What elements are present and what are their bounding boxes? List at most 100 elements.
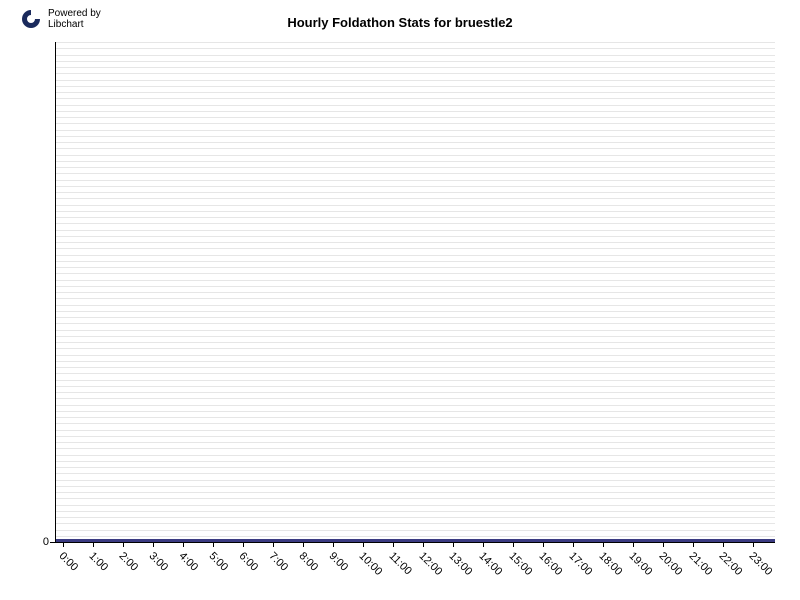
gridline-horizontal: [55, 423, 775, 424]
x-tick-mark: [63, 542, 64, 547]
x-tick-mark: [123, 542, 124, 547]
gridline-horizontal: [55, 323, 775, 324]
y-axis-line: [55, 42, 56, 542]
x-tick-mark: [213, 542, 214, 547]
gridline-horizontal: [55, 473, 775, 474]
x-tick-mark: [333, 542, 334, 547]
x-tick-label: 14:00: [476, 550, 504, 578]
gridline-horizontal: [55, 292, 775, 293]
gridline-horizontal: [55, 286, 775, 287]
x-tick-label: 12:00: [416, 550, 444, 578]
gridline-horizontal: [55, 267, 775, 268]
x-tick-label: 11:00: [386, 550, 413, 577]
x-tick-label: 0:00: [56, 550, 80, 574]
gridline-horizontal: [55, 448, 775, 449]
gridline-horizontal: [55, 342, 775, 343]
gridline-horizontal: [55, 505, 775, 506]
x-tick-label: 1:00: [86, 550, 110, 574]
gridline-horizontal: [55, 180, 775, 181]
gridline-horizontal: [55, 111, 775, 112]
x-tick-mark: [723, 542, 724, 547]
x-tick-label: 13:00: [446, 550, 474, 578]
gridline-horizontal: [55, 192, 775, 193]
x-tick-label: 23:00: [746, 550, 774, 578]
x-tick-mark: [663, 542, 664, 547]
x-tick-label: 7:00: [266, 550, 290, 574]
gridline-horizontal: [55, 255, 775, 256]
x-tick-label: 5:00: [206, 550, 230, 574]
gridline-horizontal: [55, 123, 775, 124]
gridline-horizontal: [55, 230, 775, 231]
gridline-horizontal: [55, 498, 775, 499]
x-tick-label: 18:00: [596, 550, 624, 578]
x-tick-label: 3:00: [146, 550, 170, 574]
gridline-horizontal: [55, 536, 775, 537]
gridline-horizontal: [55, 311, 775, 312]
x-tick-mark: [483, 542, 484, 547]
gridline-horizontal: [55, 461, 775, 462]
x-tick-mark: [153, 542, 154, 547]
x-tick-label: 10:00: [356, 550, 384, 578]
x-tick-label: 19:00: [626, 550, 654, 578]
x-tick-mark: [693, 542, 694, 547]
gridline-horizontal: [55, 492, 775, 493]
gridline-horizontal: [55, 248, 775, 249]
gridline-horizontal: [55, 305, 775, 306]
gridline-horizontal: [55, 92, 775, 93]
x-tick-mark: [753, 542, 754, 547]
gridline-horizontal: [55, 392, 775, 393]
gridline-horizontal: [55, 205, 775, 206]
gridline-horizontal: [55, 211, 775, 212]
x-tick-label: 2:00: [116, 550, 140, 574]
gridline-horizontal: [55, 436, 775, 437]
gridline-horizontal: [55, 280, 775, 281]
plot-area: [55, 42, 775, 542]
gridline-horizontal: [55, 367, 775, 368]
x-tick-label: 8:00: [296, 550, 320, 574]
gridline-horizontal: [55, 386, 775, 387]
gridline-horizontal: [55, 242, 775, 243]
gridline-horizontal: [55, 273, 775, 274]
gridline-horizontal: [55, 398, 775, 399]
x-tick-mark: [453, 542, 454, 547]
x-tick-mark: [303, 542, 304, 547]
gridline-horizontal: [55, 148, 775, 149]
gridline-horizontal: [55, 530, 775, 531]
gridline-horizontal: [55, 361, 775, 362]
gridline-horizontal: [55, 73, 775, 74]
gridline-horizontal: [55, 517, 775, 518]
x-tick-mark: [363, 542, 364, 547]
gridline-horizontal: [55, 330, 775, 331]
x-tick-mark: [633, 542, 634, 547]
gridline-horizontal: [55, 136, 775, 137]
gridline-horizontal: [55, 236, 775, 237]
y-tick-label: 0: [25, 536, 49, 548]
x-tick-label: 15:00: [506, 550, 534, 578]
x-tick-label: 4:00: [176, 550, 200, 574]
gridline-horizontal: [55, 298, 775, 299]
gridline-horizontal: [55, 105, 775, 106]
gridline-horizontal: [55, 417, 775, 418]
gridline-horizontal: [55, 61, 775, 62]
gridline-horizontal: [55, 480, 775, 481]
x-tick-mark: [393, 542, 394, 547]
gridline-horizontal: [55, 486, 775, 487]
x-tick-mark: [273, 542, 274, 547]
gridline-horizontal: [55, 405, 775, 406]
gridline-horizontal: [55, 55, 775, 56]
gridline-horizontal: [55, 455, 775, 456]
gridline-horizontal: [55, 173, 775, 174]
gridline-horizontal: [55, 48, 775, 49]
gridline-horizontal: [55, 467, 775, 468]
gridline-horizontal: [55, 523, 775, 524]
x-tick-mark: [423, 542, 424, 547]
gridline-horizontal: [55, 317, 775, 318]
gridline-horizontal: [55, 42, 775, 43]
x-axis-line: [55, 542, 775, 543]
gridline-horizontal: [55, 373, 775, 374]
x-tick-mark: [543, 542, 544, 547]
gridline-horizontal: [55, 155, 775, 156]
gridline-horizontal: [55, 411, 775, 412]
x-tick-label: 6:00: [236, 550, 260, 574]
x-tick-label: 20:00: [656, 550, 684, 578]
